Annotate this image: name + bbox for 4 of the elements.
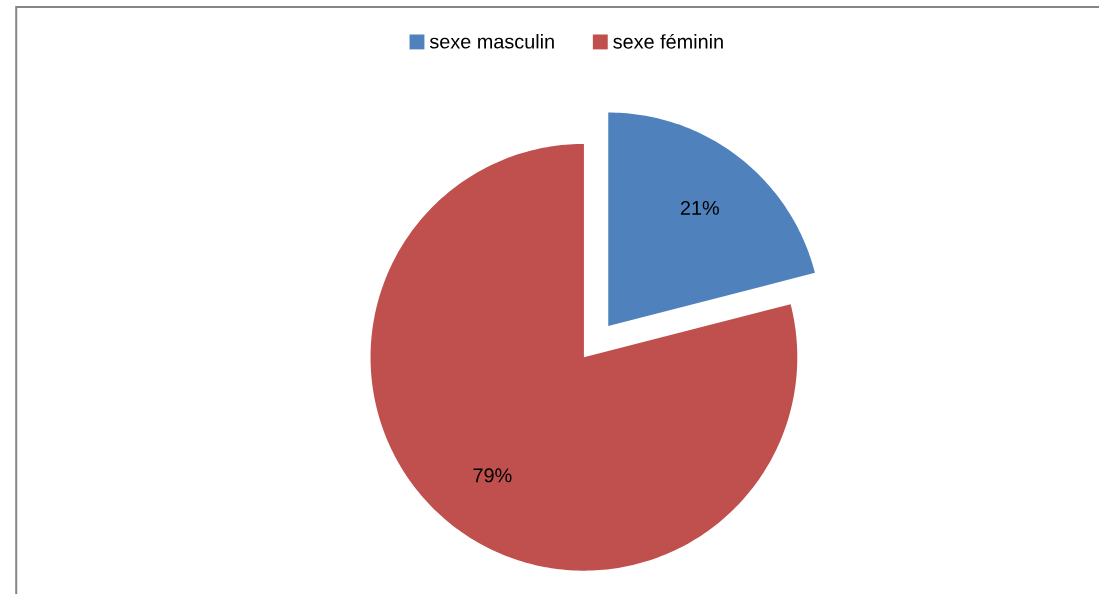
data-label: 21% <box>680 200 719 215</box>
data-label: 79% <box>473 468 512 483</box>
legend-label: sexe féminin <box>613 33 723 49</box>
legend-label: sexe masculin <box>429 33 554 49</box>
